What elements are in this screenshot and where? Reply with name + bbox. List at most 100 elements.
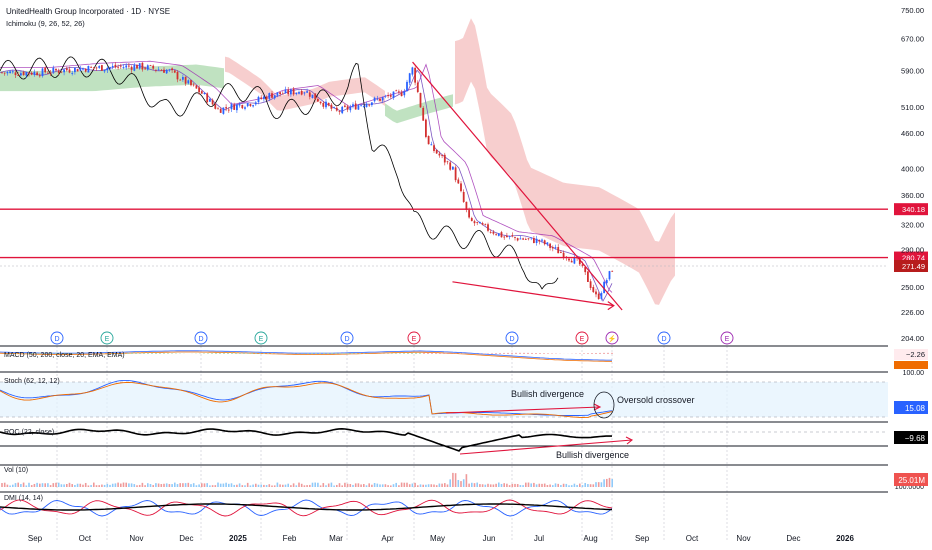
volume-bar [360,484,362,487]
candle-body [117,66,119,68]
volume-bar [125,482,127,487]
volume-bar [219,483,222,487]
volume-bar [311,482,314,487]
volume-bar [98,485,100,487]
descending-trendline [412,61,623,311]
volume-bar [225,482,227,487]
candle-body [338,111,341,113]
event-marker[interactable] [340,331,354,345]
volume-bar [174,482,176,487]
candle-body [249,104,252,106]
candle-body [138,63,141,69]
volume-bar [525,482,527,487]
volume-bar [392,484,395,487]
price-tick: 590.00 [901,66,924,75]
candle-body [373,97,376,102]
divergence-trendline [452,281,614,307]
candle-body [144,68,146,70]
event-marker[interactable] [720,331,734,345]
candle-body [25,72,28,76]
volume-bar [17,482,19,487]
volume-bar [41,483,44,487]
candle-body [311,94,314,99]
candle-body [28,72,30,74]
event-marker[interactable] [605,331,619,345]
event-letter: ⚡ [608,334,617,343]
volume-bar [271,485,273,487]
candle-body [349,107,352,111]
candle-body [562,252,565,258]
price-tick: 460.00 [901,129,924,138]
candle-body [422,107,425,121]
price-badge [894,203,928,216]
event-marker[interactable] [50,331,64,345]
candle-body [38,75,41,77]
event-marker[interactable] [100,331,114,345]
event-marker[interactable] [505,331,519,345]
candle-body [287,89,290,95]
volume-bar [273,485,276,487]
time-tick: Sep [28,534,43,543]
candle-body [303,92,306,94]
dmi-minus-line [0,499,613,517]
volume-bar [120,483,122,487]
volume-bar [176,484,179,487]
kijun-line [0,60,613,293]
candle-body [514,236,516,238]
candle-body [454,167,457,181]
volume-bar [508,485,511,487]
event-marker[interactable] [194,331,208,345]
volume-bar [22,482,25,487]
price-badge-label: 280.74 [902,254,925,263]
volume-bar [109,484,111,487]
volume-bar [265,485,268,487]
volume-bar [468,483,470,487]
candle-body [573,257,576,264]
volume-bar [592,484,595,487]
volume-bar [608,477,611,487]
volume-bar [587,484,589,487]
candle-body [198,87,200,93]
chart-title: UnitedHealth Group Incorporated · 1D · N… [6,7,170,16]
candle-body [265,96,268,100]
volume-bar [400,482,403,487]
candle-body [41,68,44,77]
time-tick: Dec [786,534,800,543]
candle-body [538,239,541,242]
candle-body [317,99,319,102]
candle-body [376,98,379,100]
vol-badge [894,473,928,486]
candle-body [398,91,400,93]
event-marker[interactable] [407,331,421,345]
candle-body [330,104,333,109]
candle-body [68,69,71,73]
roc-line [0,427,613,452]
volume-bar [303,485,306,487]
volume-bar [422,484,424,487]
candle-body [500,232,503,238]
volume-bar [562,483,565,487]
stoch-k-line [0,379,613,416]
candle-body [22,71,25,76]
candle-body [146,65,149,70]
volume-bar [246,482,249,487]
event-marker[interactable] [657,331,671,345]
candle-body [384,95,387,97]
candle-body [584,267,587,273]
macd-line [0,350,613,361]
candle-body [506,235,508,238]
volume-bar [260,484,262,487]
volume-bar [408,484,411,487]
candle-body [60,71,63,73]
event-marker[interactable] [254,331,268,345]
candle-body [173,70,176,73]
volume-bar [122,482,125,487]
volume-bar [363,484,365,487]
volume-bar [106,483,109,487]
event-marker[interactable] [575,331,589,345]
candle-body [368,104,371,106]
candle-body [217,108,219,110]
macd-signal-badge [894,361,928,369]
volume-bar [3,482,6,487]
